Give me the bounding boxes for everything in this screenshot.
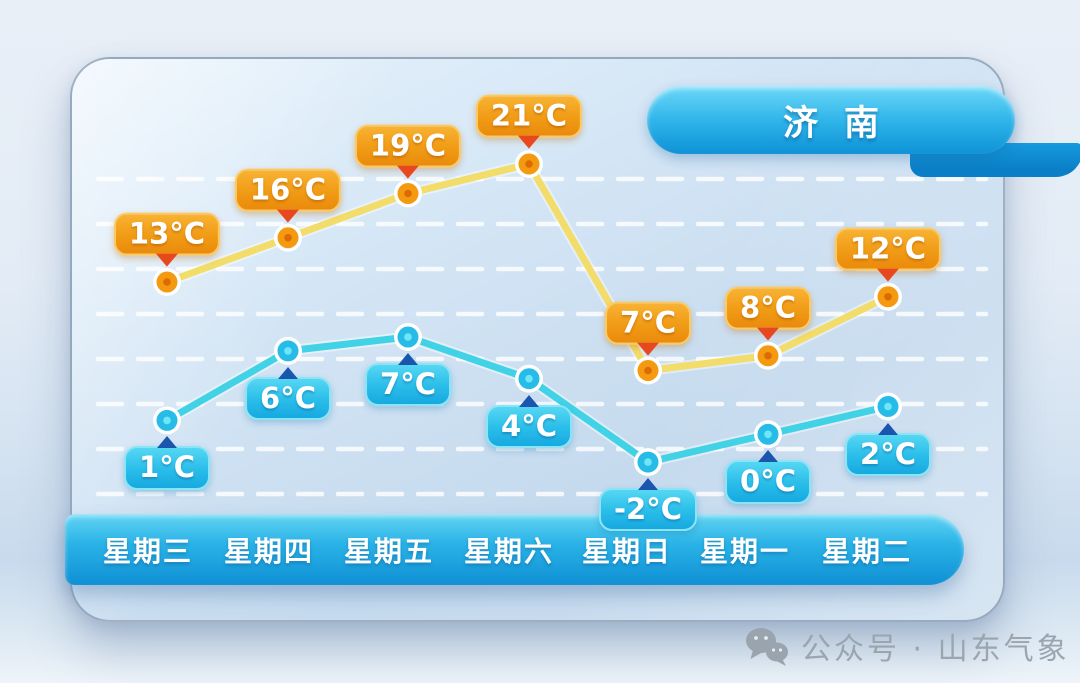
day-label: 星期日	[581, 534, 673, 568]
day-label: 星期三	[102, 534, 194, 568]
city-badge: 济南	[647, 86, 1015, 154]
city-name: 济南	[782, 103, 905, 144]
watermark-text: 公众号 · 山东气象	[801, 632, 1070, 667]
day-label: 星期六	[463, 534, 555, 568]
low-series-point	[394, 323, 422, 351]
high-series-point	[874, 282, 902, 311]
high-series	[153, 150, 902, 385]
low-series-point	[515, 364, 543, 393]
low-series	[153, 323, 902, 477]
low-series-point	[754, 420, 782, 449]
watermark: 公众号 · 山东气象	[745, 624, 1070, 668]
low-series-point	[634, 448, 662, 477]
day-label: 星期二	[821, 534, 913, 568]
high-series-point	[515, 150, 543, 178]
high-series-point	[153, 268, 181, 296]
high-series-point	[274, 223, 302, 252]
forecast-card: 13°C 16°C 19°C 21°C 7°C 8°C 12°C 1°C 6°C 7°C 4°C -2…	[65, 57, 1015, 622]
high-series-point	[394, 179, 422, 208]
low-series-point	[274, 336, 302, 365]
day-axis: 星期三 星期四 星期五 星期六 星期日 星期一 星期二	[65, 514, 964, 585]
temperature-chart	[95, 150, 989, 497]
wechat-icon	[746, 628, 788, 666]
day-label: 星期一	[699, 534, 791, 568]
day-label: 星期五	[343, 534, 435, 568]
high-series-point	[634, 356, 662, 385]
low-series-point	[153, 406, 181, 435]
day-label: 星期四	[223, 534, 315, 568]
high-series-point	[754, 341, 782, 370]
low-series-point	[874, 392, 902, 421]
